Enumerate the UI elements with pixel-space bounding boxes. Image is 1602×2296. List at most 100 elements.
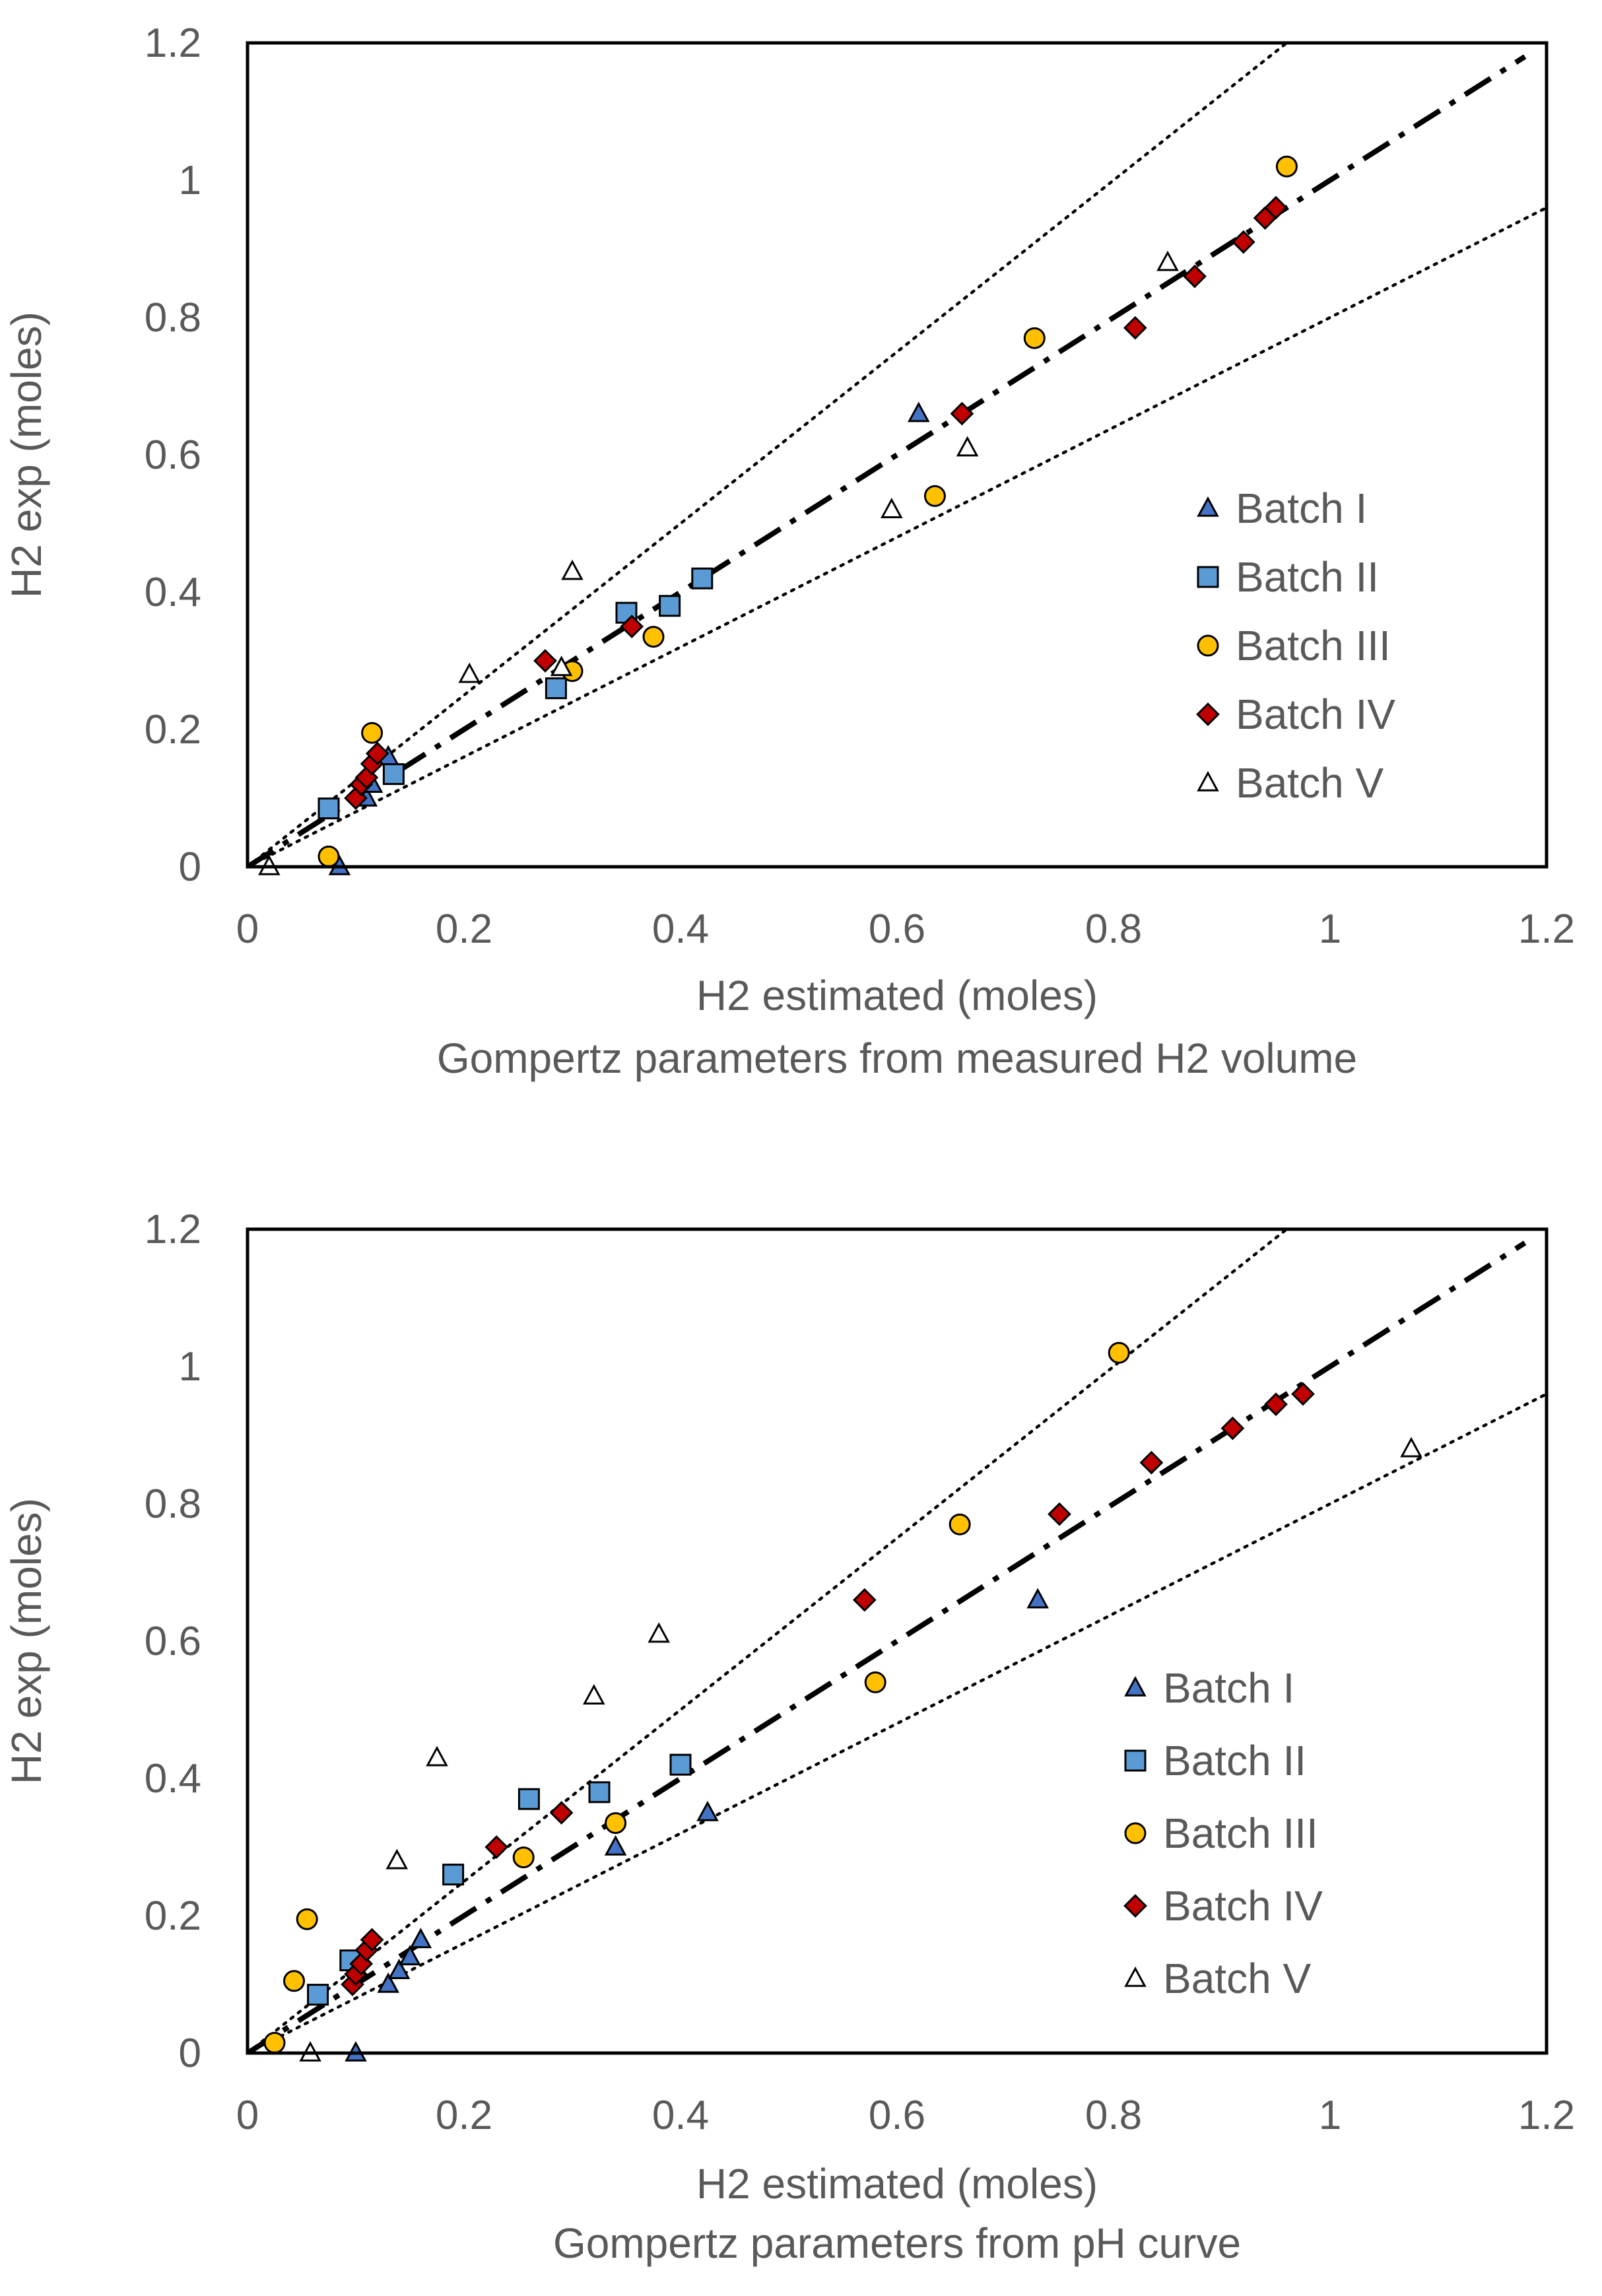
batch-iv-point [1231,230,1255,254]
batch-iv-point [549,1801,574,1825]
x-tick-label: 0.6 [869,2093,925,2138]
legend-label: Batch V [1163,1955,1311,2002]
x-tick-label: 1.2 [1518,2093,1575,2138]
x-tick-label: 0.2 [436,906,492,952]
y-axis-label: H2 exp (moles) [3,312,50,598]
legend-label: Batch I [1163,1664,1294,1712]
batch-v-point [426,1745,448,1767]
x-tick-label: 0 [236,906,259,952]
batch-i-point [409,1928,432,1949]
batch-ii-point [317,797,340,820]
legend-label: Batch V [1236,759,1384,807]
batch-iv-point [1220,1416,1245,1440]
plot-area-frame [246,1227,1549,2055]
batch-ii-point [588,1781,611,1804]
y-tick-label: 1.2 [145,1207,201,1252]
legend-marker-batch-iii [1197,634,1219,657]
batch-v-point [385,1848,409,1870]
x-tick-label: 1 [1319,2093,1341,2138]
batch-iii-point [1023,327,1046,349]
legend-marker-batch-iv [1196,702,1220,726]
legend-label: Batch IV [1236,691,1395,738]
x-axis-label: H2 estimated (moles) [696,2160,1098,2208]
batch-iv-point [360,1928,384,1952]
batch-i-point [696,1800,719,1821]
legend-label: Batch II [1163,1737,1306,1784]
data-points [258,155,1298,875]
y-tick-label: 0.8 [145,295,201,341]
batch-v-point [956,436,979,457]
batch-iv-point [1264,195,1288,220]
batch-iv-point [1183,264,1207,288]
x-tick-label: 0.2 [436,2093,492,2138]
identity-line [248,1240,1527,2053]
batch-i-point [1026,1588,1049,1609]
batch-iv-point [1291,1382,1315,1406]
legend: Batch I Batch II Batch III Batch IV Batch V [1196,485,1395,807]
y-axis-label: H2 exp (moles) [3,1498,50,1784]
batch-ii-point [545,677,567,700]
legend-label: Batch II [1236,553,1379,601]
legend-marker-batch-v [1124,1966,1147,1987]
legend: Batch I Batch II Batch III Batch IV Batch V [1123,1664,1323,2002]
legend-label: Batch IV [1163,1882,1323,1930]
chart-panel-1: 0 0.2 0.4 0.6 0.8 1 1.2 0 0.2 0.4 0.6 0.8 1 1.2 H2 est… [3,20,1575,1082]
x-tick-label: 1 [1319,906,1341,952]
batch-iv-point [365,741,389,766]
batch-iv-point [852,1588,877,1612]
batch-i-point [387,1959,411,1979]
x-axis-label: H2 estimated (moles) [696,972,1098,1019]
upper-bound-line [248,1229,1290,2053]
batch-iii-point [1275,155,1298,178]
batch-iii-point [864,1671,886,1693]
y-tick-label: 0.8 [145,1481,201,1527]
batch-ii-point [691,567,714,590]
batch-v-point [1156,250,1179,271]
batch-iii-point [512,1846,535,1869]
y-tick-label: 0.4 [145,1756,201,1802]
batch-iii-point [263,2031,286,2054]
batch-v-point [561,559,584,580]
batch-iii-point [923,485,946,507]
identity-line [248,54,1527,867]
batch-iii-point [1108,1341,1130,1364]
batch-v-point [648,1622,670,1643]
y-tick-label: 1 [179,158,201,203]
x-tick-label: 0 [236,2093,259,2138]
legend-marker-batch-ii [1197,566,1219,588]
x-tick-label: 0.8 [1085,906,1142,952]
batch-iii-point [642,626,665,648]
batch-iv-point [1123,316,1147,340]
batch-iv-point [620,615,644,638]
y-tick-label: 1.2 [145,20,201,66]
legend-marker-batch-ii [1124,1749,1147,1772]
y-tick-label: 0 [179,2031,201,2076]
batch-ii-point [669,1753,692,1776]
batch-iv-point [950,401,974,426]
batch-iii-point [605,1812,627,1835]
y-tick-label: 0 [179,844,201,890]
batch-i-point [604,1835,627,1856]
batch-iii-point [296,1908,318,1930]
y-tick-label: 0.2 [145,1893,201,1939]
batch-v-point [550,656,573,677]
batch-v-point [458,662,481,683]
plot-area-frame [246,41,1549,869]
chart-panel-2: 0 0.2 0.4 0.6 0.8 1 1.2 0 0.2 0.4 0.6 0.8 1 1.2 H2 est… [3,1207,1575,2267]
chart-caption: Gompertz parameters from pH curve [553,2219,1241,2267]
reference-lines [248,43,1547,867]
legend-marker-batch-i [1197,496,1219,517]
chart-caption: Gompertz parameters from measured H2 vol… [437,1034,1357,1082]
legend-label: Batch III [1163,1809,1318,1857]
batch-iv-point [1139,1450,1164,1475]
y-tick-label: 1 [179,1344,201,1390]
batch-v-point [1400,1436,1422,1458]
batch-ii-point [659,595,681,617]
lower-bound-line [248,206,1547,867]
batch-iii-point [283,1970,306,1992]
batch-iii-point [317,845,340,867]
y-tick-label: 0.2 [145,707,201,753]
batch-iv-point [484,1835,509,1859]
x-tick-label: 0.4 [652,2093,709,2138]
